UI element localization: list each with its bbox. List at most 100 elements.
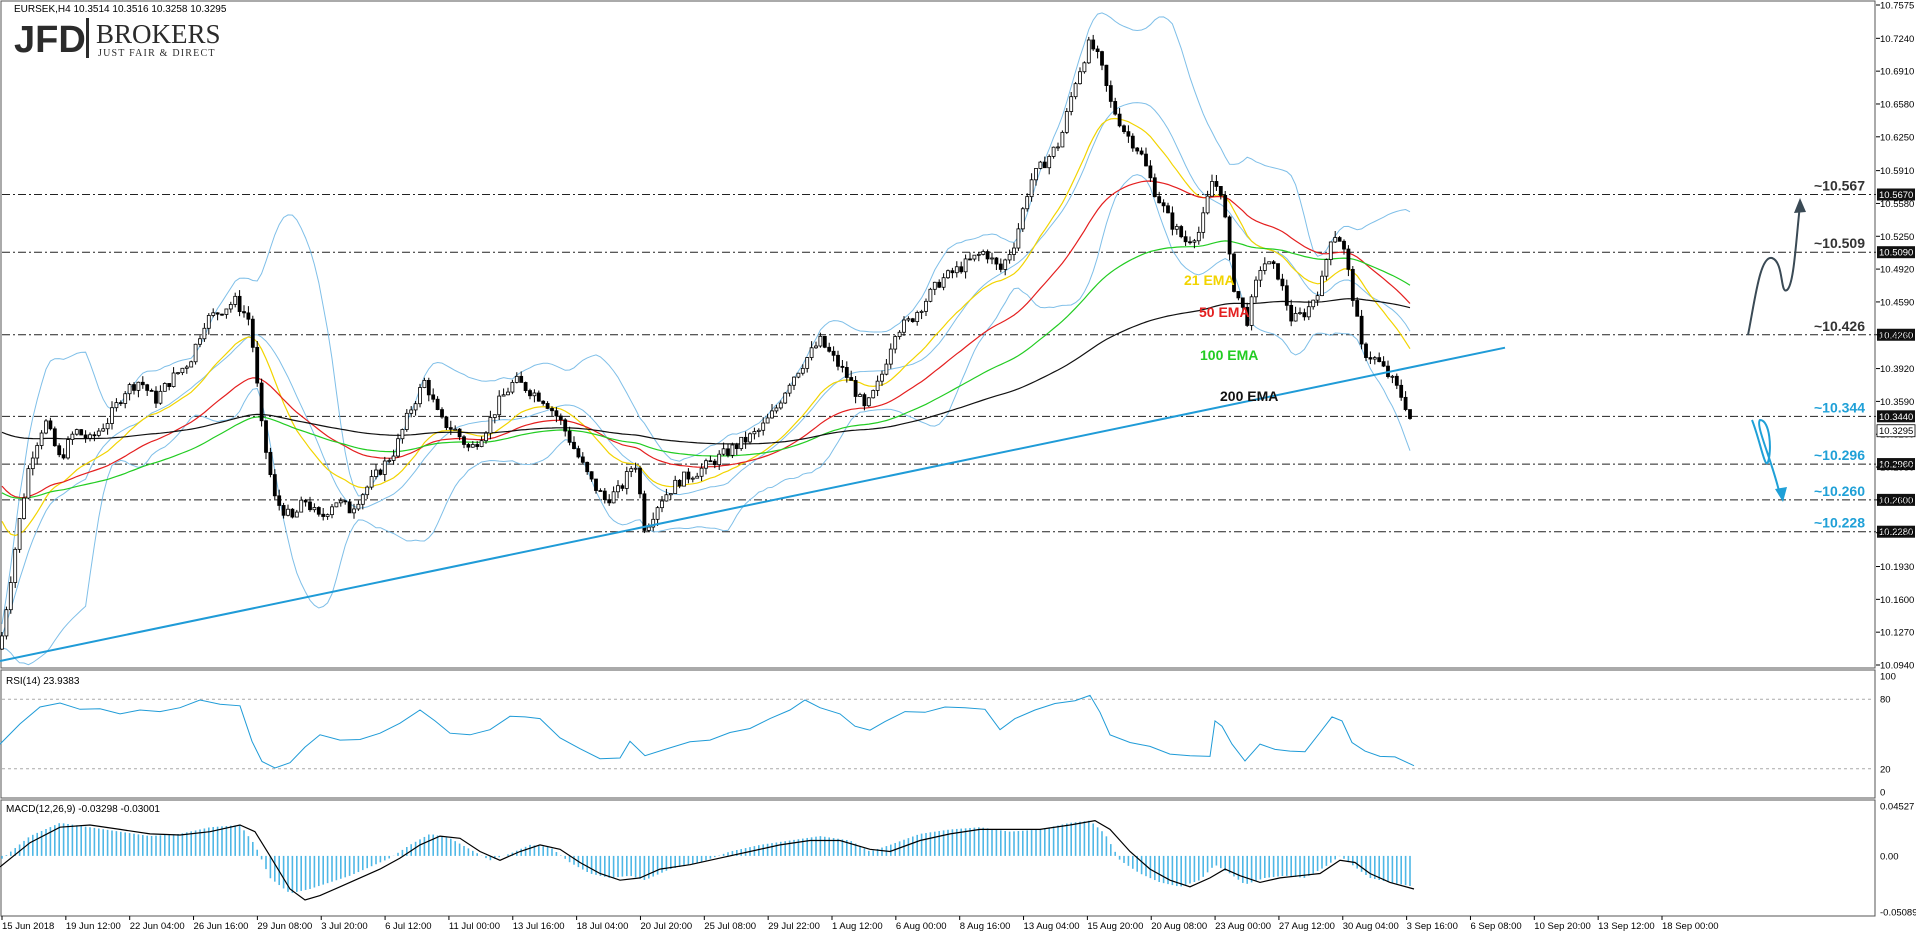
- level-tag: [1877, 493, 1915, 506]
- bull-candle: [193, 343, 198, 363]
- candlesticks: [0, 34, 1412, 650]
- bull-candle: [1029, 179, 1034, 198]
- level-tag-text: 10.5670: [1879, 190, 1913, 201]
- bear-candle: [435, 398, 440, 410]
- bull-candle: [510, 381, 515, 393]
- bull-candle: [932, 281, 937, 290]
- rsi-tick-label: 100: [1880, 672, 1896, 683]
- current-price-text: 10.3295: [1879, 426, 1913, 437]
- bull-candle: [1038, 161, 1043, 169]
- bear-candle: [743, 436, 748, 443]
- bull-candle: [1047, 156, 1052, 169]
- level-tag: [1877, 188, 1915, 201]
- bear-candle: [1152, 177, 1157, 198]
- bull-candle: [30, 457, 35, 470]
- macd-indicator: 0.04527 0.00 -0.05089: [0, 802, 1916, 919]
- bull-candle: [497, 395, 502, 416]
- bull-candle: [690, 477, 695, 480]
- bull-candle: [1012, 247, 1016, 255]
- bull-candle: [171, 372, 176, 387]
- bear-candle: [1042, 161, 1047, 169]
- level-tag-text: 10.4260: [1879, 330, 1913, 341]
- bear-candle: [1139, 150, 1144, 155]
- bull-candle: [374, 469, 378, 477]
- bull-candle: [906, 318, 911, 321]
- bear-candle: [242, 311, 246, 314]
- bear-candle: [52, 428, 57, 447]
- bull-candle: [74, 429, 79, 435]
- bull-candle: [488, 417, 493, 434]
- bull-candle: [682, 471, 686, 487]
- price-tick-label: 10.1600: [1880, 595, 1914, 606]
- bull-candle: [312, 507, 317, 511]
- bull-candle: [101, 428, 106, 432]
- bear-candle: [950, 270, 955, 274]
- bear-candle: [968, 258, 972, 261]
- bear-candle: [250, 318, 255, 348]
- ema21-line: [1, 117, 1411, 537]
- bull-candle: [915, 312, 920, 323]
- ema100-line: [1, 240, 1411, 499]
- time-tick-label: 6 Aug 00:00: [896, 921, 947, 932]
- bull-candle: [110, 407, 114, 424]
- bear-candle: [431, 394, 436, 400]
- time-tick-label: 10 Sep 20:00: [1534, 921, 1591, 932]
- bull-candle: [748, 433, 752, 443]
- bull-candle: [88, 434, 92, 439]
- bear-candle: [998, 263, 1003, 270]
- level-label: ~10.260: [1814, 483, 1865, 499]
- time-tick-label: 1 Aug 12:00: [832, 921, 883, 932]
- logo-tagline: JUST FAIR & DIRECT: [98, 48, 216, 59]
- bull-candle: [1051, 146, 1056, 157]
- bull-candle: [422, 379, 427, 388]
- bull-candle: [963, 258, 968, 273]
- level-tag: [1877, 458, 1915, 471]
- bull-candle: [224, 308, 229, 315]
- bull-candle: [26, 468, 31, 499]
- bull-candle: [39, 432, 44, 446]
- bull-candle: [1205, 195, 1210, 214]
- bull-candle: [893, 336, 898, 350]
- time-tick-label: 11 Jul 00:00: [449, 921, 500, 932]
- bull-candle: [206, 315, 211, 329]
- bull-candle: [871, 390, 876, 399]
- bear-candle: [576, 448, 581, 458]
- bull-candle: [189, 361, 194, 368]
- level-tag: [1877, 525, 1915, 538]
- bull-candle: [1056, 146, 1060, 149]
- level-label: ~10.296: [1814, 447, 1865, 463]
- bb-lower: [1, 174, 1411, 666]
- bear-candle: [1157, 196, 1162, 204]
- bull-candle: [1078, 71, 1082, 85]
- level-tag: [1877, 246, 1915, 259]
- bull-candle: [4, 609, 9, 637]
- bear-candle: [853, 380, 858, 397]
- bear-candle: [712, 460, 717, 466]
- bear-candle: [48, 420, 53, 430]
- bear-candle: [840, 365, 845, 368]
- bull-candle: [1333, 237, 1338, 243]
- bear-candle: [589, 471, 594, 480]
- bull-candle: [1390, 375, 1395, 378]
- bear-candle: [937, 281, 942, 288]
- level-tag-text: 10.2280: [1879, 527, 1913, 538]
- bull-candle: [756, 429, 761, 432]
- macd-tick-label: 0.04527: [1880, 802, 1914, 813]
- time-tick-label: 23 Aug 00:00: [1215, 921, 1271, 932]
- bear-candle: [1271, 261, 1276, 265]
- bull-candle: [13, 548, 18, 583]
- bear-candle: [1144, 153, 1148, 167]
- time-tick-label: 13 Aug 04:00: [1024, 921, 1080, 932]
- rsi-tick-label: 20: [1880, 764, 1891, 775]
- bull-candle: [902, 319, 906, 333]
- bear-candle: [585, 461, 590, 473]
- bear-candle: [985, 251, 990, 260]
- bear-candle: [545, 403, 550, 409]
- bull-candle: [919, 310, 924, 313]
- bull-candle: [1372, 357, 1377, 360]
- bear-candle: [132, 384, 136, 391]
- bear-candle: [220, 313, 224, 316]
- bull-candle: [387, 460, 392, 462]
- bull-candle: [1210, 181, 1214, 197]
